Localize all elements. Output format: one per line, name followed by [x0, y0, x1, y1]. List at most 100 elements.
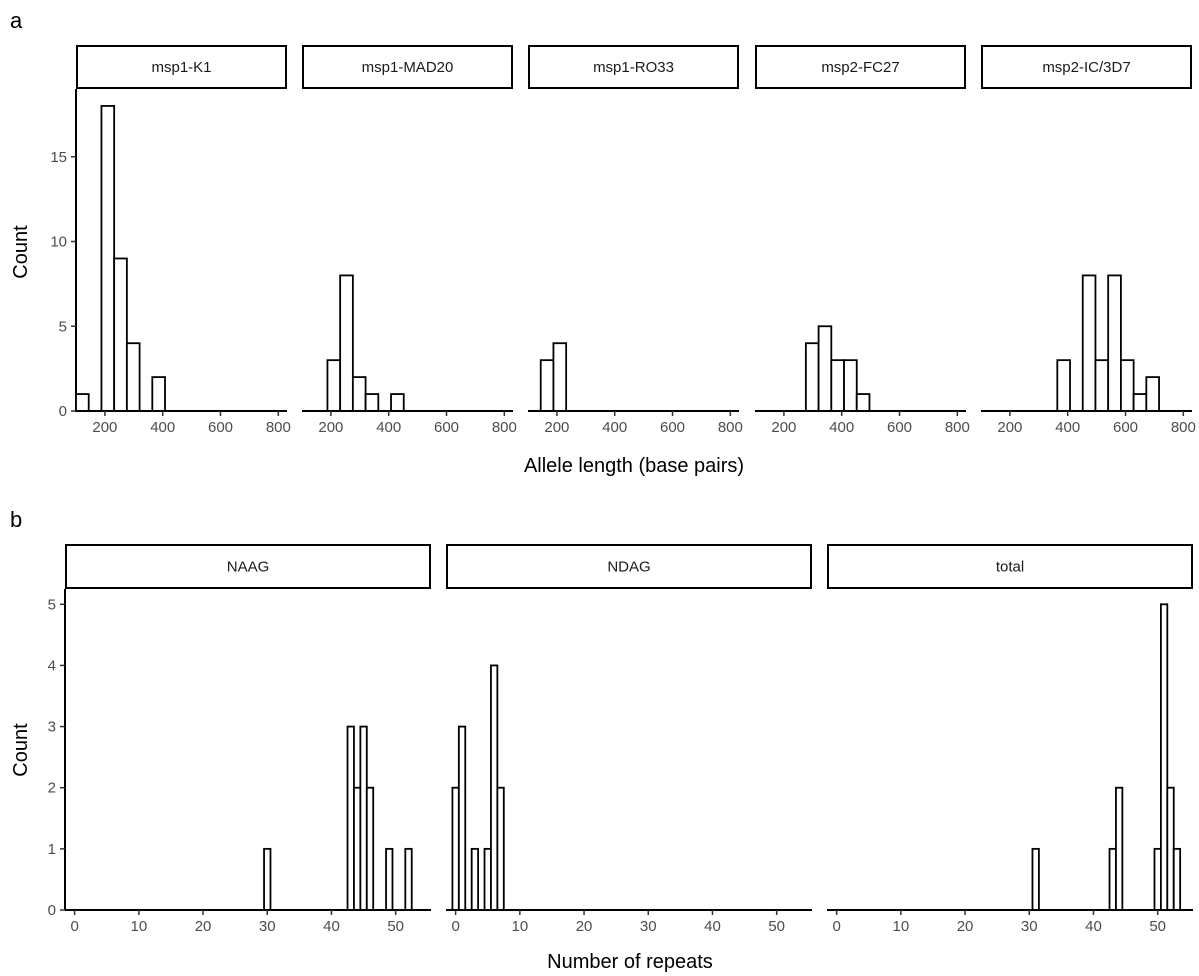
panel-a-y-tick-label: 10	[50, 234, 67, 251]
panel-b-y-tick-label: 5	[48, 596, 56, 613]
panel-a-msp2-fc27-bar	[830, 359, 845, 412]
panel-b-ndag-x-tick-label: 40	[704, 918, 721, 935]
panel-b-ndag-bar	[496, 786, 505, 911]
panel-b-x-axis-title: Number of repeats	[547, 951, 713, 973]
panel-b-y-tick-label: 4	[48, 657, 56, 674]
panel-b-naag-x-tick-label: 20	[195, 918, 212, 935]
panel-a-msp1-ro33-strip-label: msp1-RO33	[593, 59, 674, 76]
panel-b-ndag-x-tick-label: 50	[768, 918, 785, 935]
panel-a-msp2-fc27-strip	[755, 45, 966, 89]
panel-a-msp1-k1-bar	[113, 257, 128, 412]
panel-a-msp1-k1-bar	[125, 342, 141, 412]
panel-a-msp2-ic-3d7-x-tick-label: 200	[997, 419, 1022, 436]
panel-b-ndag-x-tick-label: 10	[511, 918, 528, 935]
panel-a-msp1-mad20-bar	[351, 376, 367, 412]
panel-b-ndag-bar	[451, 786, 460, 911]
panel-a-msp1-k1-bar	[75, 393, 90, 412]
panel-a-msp1-mad20-facet: msp1-MAD20 200 400 600 800	[302, 45, 517, 436]
panel-a-msp2-fc27-x-tick-label: 400	[829, 419, 854, 436]
panel-b-naag-bar	[359, 725, 368, 911]
panel-b-total-bar	[1172, 847, 1182, 911]
panel-b-ndag-x-tick-label: 20	[576, 918, 593, 935]
panel-a-msp1-k1-x-tick-label: 200	[92, 419, 117, 436]
panel-a-msp1-ro33-x-tick-label: 600	[660, 419, 685, 436]
panel-b-total-bar	[1153, 847, 1162, 911]
panel-a-msp2-ic-3d7-bar	[1081, 274, 1097, 412]
panel-a-msp2-fc27-x-tick-label: 600	[887, 419, 912, 436]
panel-a-msp1-k1-x-tick-label: 800	[266, 419, 291, 436]
panel-a-msp1-ro33-strip	[528, 45, 739, 89]
panel-a-msp2-fc27-bar	[843, 359, 858, 412]
panel-b-naag-bar	[404, 847, 413, 911]
panel-a-msp2-fc27-bar	[855, 393, 871, 412]
panel-b-total-facet: total 0 10 20 30 40 50	[827, 544, 1193, 935]
panel-b-total-x-tick-label: 0	[832, 918, 840, 935]
panel-b-total-strip	[827, 544, 1193, 589]
panel-a-msp1-mad20-x-tick-label: 800	[492, 419, 517, 436]
panel-a-msp1-k1-facet: msp1-K1 200 400 600 800	[75, 45, 291, 436]
panel-b-total-bar	[1159, 603, 1169, 911]
panel-a-msp2-ic-3d7-x-tick-label: 600	[1113, 419, 1138, 436]
panel-a-msp1-ro33-x-tick-label: 200	[544, 419, 569, 436]
panel-a-msp2-ic-3d7-x-tick-label: 400	[1055, 419, 1080, 436]
panel-b-ndag-bar	[470, 847, 480, 911]
panel-b-naag-bar	[365, 786, 375, 911]
panel-a-msp2-fc27-strip-label: msp2-FC27	[821, 59, 899, 76]
panel-b-y-tick-label: 2	[48, 780, 56, 797]
panel-b-ndag-facet: NDAG 0 10 20 30 40 50	[446, 544, 812, 935]
panel-b-ndag-strip	[446, 544, 812, 589]
panel-b-total-x-tick-label: 30	[1021, 918, 1038, 935]
panel-a-msp1-mad20-strip	[302, 45, 513, 89]
panel-a-y-tick-label: 5	[59, 318, 67, 335]
panel-b-y-tick-label: 3	[48, 719, 56, 736]
panel-b-total-x-tick-label: 40	[1085, 918, 1102, 935]
panel-a-msp2-ic-3d7-bar	[1132, 393, 1148, 412]
panel-a-msp1-k1-bar	[151, 376, 166, 412]
panel-a-msp2-fc27-facet: msp2-FC27 200 400 600 800	[755, 45, 970, 436]
panel-b-ndag-x-tick-label: 0	[451, 918, 459, 935]
panel-b-naag-strip-label: NAAG	[227, 559, 270, 576]
panel-b-naag-x-tick-label: 40	[323, 918, 340, 935]
panel-label-a: a	[10, 8, 23, 33]
panel-b-total-x-tick-label: 20	[957, 918, 974, 935]
panel-a-y-tick-label: 15	[50, 149, 67, 166]
panel-a-msp1-k1-strip-label: msp1-K1	[151, 59, 211, 76]
panel-a-msp2-ic-3d7-facet: msp2-IC/3D7 200 400 600 800	[981, 45, 1196, 436]
panel-b-total-x-tick-label: 50	[1149, 918, 1166, 935]
panel-a-msp1-mad20-x-tick-label: 200	[318, 419, 343, 436]
panel-a-msp1-mad20-x-tick-label: 400	[376, 419, 401, 436]
panel-a-facets: 0 5 10 15 msp1-K1 200 400 600 800 msp1-MAD20 200 40…	[50, 45, 1196, 436]
panel-b-ndag-bar	[483, 847, 492, 911]
panel-b-total-bar	[1166, 786, 1175, 911]
panel-a-msp1-mad20-bar	[364, 393, 380, 412]
panel-a-msp1-k1-x-tick-label: 600	[208, 419, 233, 436]
panel-a-msp2-ic-3d7-bar	[1056, 359, 1071, 412]
panel-b-naag-x-tick-label: 10	[130, 918, 147, 935]
panel-b-total-bar	[1115, 786, 1124, 911]
panel-b-total-strip-label: total	[996, 559, 1024, 576]
panel-b-naag-strip	[65, 544, 431, 589]
panel-b-y-tick-label: 0	[48, 902, 56, 919]
panel-b-naag-bar	[385, 847, 394, 911]
panel-a-msp2-fc27-bar	[804, 342, 820, 412]
panel-a-msp2-ic-3d7-x-tick-label: 800	[1171, 419, 1196, 436]
panel-a-msp1-ro33-x-tick-label: 400	[602, 419, 627, 436]
panel-b-total-x-tick-label: 10	[892, 918, 909, 935]
panel-a-msp1-mad20-strip-label: msp1-MAD20	[362, 59, 454, 76]
panel-b-ndag-bar	[457, 725, 467, 911]
panel-b-total-bar	[1031, 847, 1040, 911]
panel-b-ndag-x-tick-label: 30	[640, 918, 657, 935]
panel-b-naag-facet: NAAG 0 10 20 30 40 50	[65, 544, 431, 935]
panel-b-ndag-strip-label: NDAG	[607, 559, 650, 576]
panel-a-msp2-ic-3d7-bar	[1145, 376, 1160, 412]
panel-a-msp2-ic-3d7-strip-label: msp2-IC/3D7	[1042, 59, 1130, 76]
panel-a-msp1-ro33-bar	[539, 359, 555, 412]
panel-a-msp2-fc27-x-tick-label: 200	[771, 419, 796, 436]
panel-a-y-tick-label: 0	[59, 403, 67, 420]
panel-a-y-axis-title: Count	[10, 225, 32, 279]
panel-b-naag-bar	[353, 786, 362, 911]
panel-a-x-axis-title: Allele length (base pairs)	[524, 455, 744, 477]
panel-a-msp1-mad20-x-tick-label: 600	[434, 419, 459, 436]
panel-b-ndag-bar	[490, 664, 499, 911]
